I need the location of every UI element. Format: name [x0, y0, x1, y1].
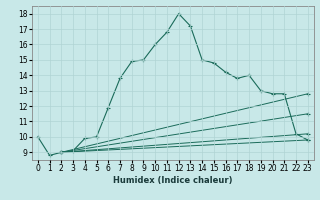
X-axis label: Humidex (Indice chaleur): Humidex (Indice chaleur): [113, 176, 233, 185]
